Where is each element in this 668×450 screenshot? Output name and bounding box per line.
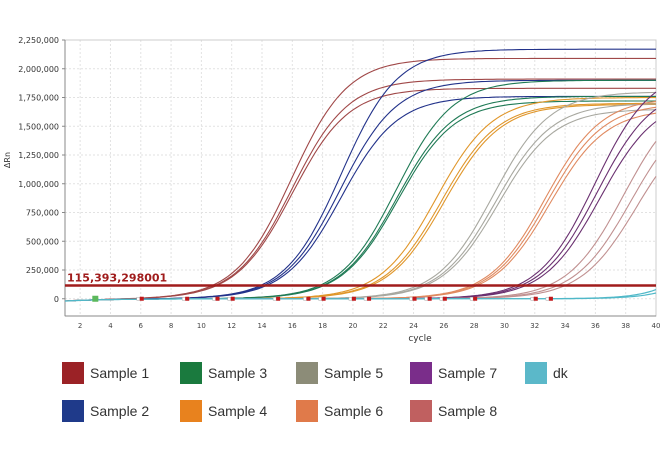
curve-sample-1 xyxy=(64,87,656,302)
x-tick-label: 20 xyxy=(348,322,357,330)
legend-item: Sample 8 xyxy=(410,400,497,422)
baseline-start-marker xyxy=(348,297,353,301)
legend-label: Sample 4 xyxy=(208,403,268,419)
x-tick-label: 26 xyxy=(439,322,448,330)
x-tick-label: 30 xyxy=(500,322,509,330)
legend-label: Sample 8 xyxy=(438,403,498,419)
baseline-end-marker xyxy=(427,296,432,301)
legend-item: Sample 2 xyxy=(62,400,149,422)
baseline-end-marker xyxy=(230,296,235,301)
baseline-start-marker xyxy=(212,297,216,301)
y-tick-label: 0 xyxy=(54,295,59,304)
x-tick-label: 16 xyxy=(288,322,297,330)
x-tick-label: 38 xyxy=(621,322,630,330)
y-tick-label: 750,000 xyxy=(26,209,59,218)
legend-item: Sample 5 xyxy=(296,362,383,384)
legend-swatch xyxy=(296,362,318,384)
baseline-start-marker xyxy=(409,297,413,301)
legend-swatch xyxy=(525,362,547,384)
curve-dk xyxy=(64,292,657,302)
baseline-end-marker xyxy=(215,296,220,301)
curve-sample-1 xyxy=(64,57,656,302)
x-tick-label: 28 xyxy=(470,322,479,330)
y-tick-label: 2,000,000 xyxy=(18,65,59,74)
x-tick-label: 10 xyxy=(197,322,206,330)
y-tick-label: 2,250,000 xyxy=(18,36,59,45)
baseline-end-marker xyxy=(351,296,356,301)
baseline-start-marker xyxy=(181,297,186,301)
baseline-start-marker xyxy=(303,297,307,301)
baseline-end-marker xyxy=(185,296,190,301)
legend-item: Sample 4 xyxy=(180,400,267,422)
legend-label: Sample 5 xyxy=(324,365,384,381)
baseline-end-marker xyxy=(473,296,478,301)
baseline-end-marker xyxy=(276,296,281,301)
y-tick-label: 500,000 xyxy=(26,237,59,246)
x-tick-label: 32 xyxy=(530,322,539,330)
legend-item: Sample 1 xyxy=(62,362,149,384)
legend-swatch xyxy=(62,362,84,384)
y-tick-label: 250,000 xyxy=(26,266,59,275)
legend-swatch xyxy=(180,362,202,384)
legend-swatch xyxy=(296,400,318,422)
x-tick-label: 18 xyxy=(318,322,327,330)
baseline-start-marker xyxy=(227,297,231,301)
x-tick-label: 8 xyxy=(169,322,173,330)
legend-label: Sample 7 xyxy=(438,365,498,381)
legend-item: dk xyxy=(525,362,568,384)
baseline-start-marker xyxy=(439,297,444,301)
baseline-end-marker xyxy=(306,296,311,301)
x-tick-label: 24 xyxy=(409,322,418,330)
legend-label: Sample 3 xyxy=(208,365,268,381)
baseline-start-marker xyxy=(318,297,322,301)
x-tick-label: 40 xyxy=(652,322,661,330)
legend-swatch xyxy=(180,400,202,422)
legend-item: Sample 6 xyxy=(296,400,383,422)
curve-sample-3 xyxy=(64,79,656,302)
legend-item: Sample 7 xyxy=(410,362,497,384)
baseline-end-marker xyxy=(412,296,417,301)
legend-swatch xyxy=(410,400,432,422)
x-tick-label: 34 xyxy=(561,322,570,330)
baseline-start-marker xyxy=(469,297,474,301)
x-tick-label: 6 xyxy=(139,322,144,330)
start-marker xyxy=(92,295,99,302)
curve-sample-1 xyxy=(64,78,656,302)
y-axis-label: ΔRn xyxy=(3,152,12,168)
baseline-end-marker xyxy=(442,296,447,301)
baseline-end-marker xyxy=(533,296,538,301)
legend-swatch xyxy=(410,362,432,384)
y-tick-label: 1,250,000 xyxy=(18,151,59,160)
threshold-label: 115,393,298001 xyxy=(67,271,167,284)
x-tick-label: 22 xyxy=(379,322,388,330)
x-tick-label: 12 xyxy=(227,322,236,330)
baseline-start-marker xyxy=(363,297,368,301)
y-tick-label: 1,000,000 xyxy=(18,180,59,189)
x-axis-label: cycle xyxy=(408,334,432,344)
legend-item: Sample 3 xyxy=(180,362,267,384)
x-tick-label: 4 xyxy=(108,322,113,330)
baseline-end-marker xyxy=(139,296,144,301)
curve-sample-2 xyxy=(64,79,656,302)
y-tick-label: 1,750,000 xyxy=(18,94,59,103)
x-tick-label: 14 xyxy=(258,322,267,330)
y-tick-label: 1,500,000 xyxy=(18,122,59,131)
x-tick-label: 36 xyxy=(591,322,600,330)
amplification-plot: 0 250,000 500,000 750,000 1,000,000 1,250,000… xyxy=(3,36,661,344)
legend-label: Sample 2 xyxy=(90,403,150,419)
legend-label: Sample 6 xyxy=(324,403,384,419)
legend-label: dk xyxy=(553,365,568,381)
baseline-start-marker xyxy=(272,297,277,301)
baseline-end-marker xyxy=(367,296,372,301)
x-tick-label: 2 xyxy=(78,322,82,330)
legend-label: Sample 1 xyxy=(90,365,150,381)
legend-swatch xyxy=(62,400,84,422)
baseline-start-marker xyxy=(136,297,141,301)
baseline-start-marker xyxy=(545,297,550,301)
baseline-start-marker xyxy=(530,297,535,301)
baseline-end-marker xyxy=(321,296,326,301)
baseline-start-marker xyxy=(424,297,428,301)
baseline-end-marker xyxy=(548,296,553,301)
